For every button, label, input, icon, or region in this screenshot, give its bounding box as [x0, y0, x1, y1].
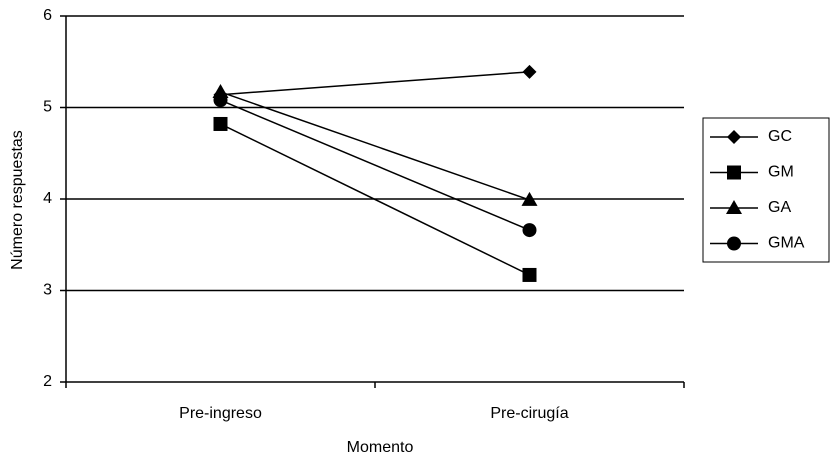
legend-label: GA	[768, 199, 791, 216]
series-line	[220, 71, 530, 96]
x-tick-label: Pre-ingreso	[179, 405, 262, 422]
y-tick-label: 6	[43, 7, 52, 24]
legend-marker	[727, 165, 741, 180]
legend-marker	[726, 200, 742, 214]
marker	[213, 116, 228, 131]
marker	[522, 223, 537, 238]
y-tick-label: 4	[43, 190, 52, 207]
y-tick-label: 3	[43, 282, 52, 299]
y-tick-label: 5	[43, 99, 52, 116]
y-axis-label: Número respuestas	[9, 130, 26, 270]
marker	[522, 64, 537, 79]
legend-marker	[727, 130, 741, 144]
legend-label: GC	[768, 128, 792, 145]
legend-box	[702, 117, 830, 263]
x-tick-label: Pre-cirugía	[490, 405, 568, 422]
legend-label: GMA	[768, 235, 805, 252]
legend-marker	[727, 236, 741, 251]
series-line	[220, 91, 530, 201]
marker	[213, 93, 228, 108]
series-line	[220, 99, 530, 231]
marker	[521, 191, 538, 206]
series-line	[220, 123, 530, 276]
x-axis-label: Momento	[347, 439, 414, 456]
y-tick-label: 2	[43, 373, 52, 390]
marker	[522, 267, 537, 282]
legend-label: GM	[768, 164, 794, 181]
